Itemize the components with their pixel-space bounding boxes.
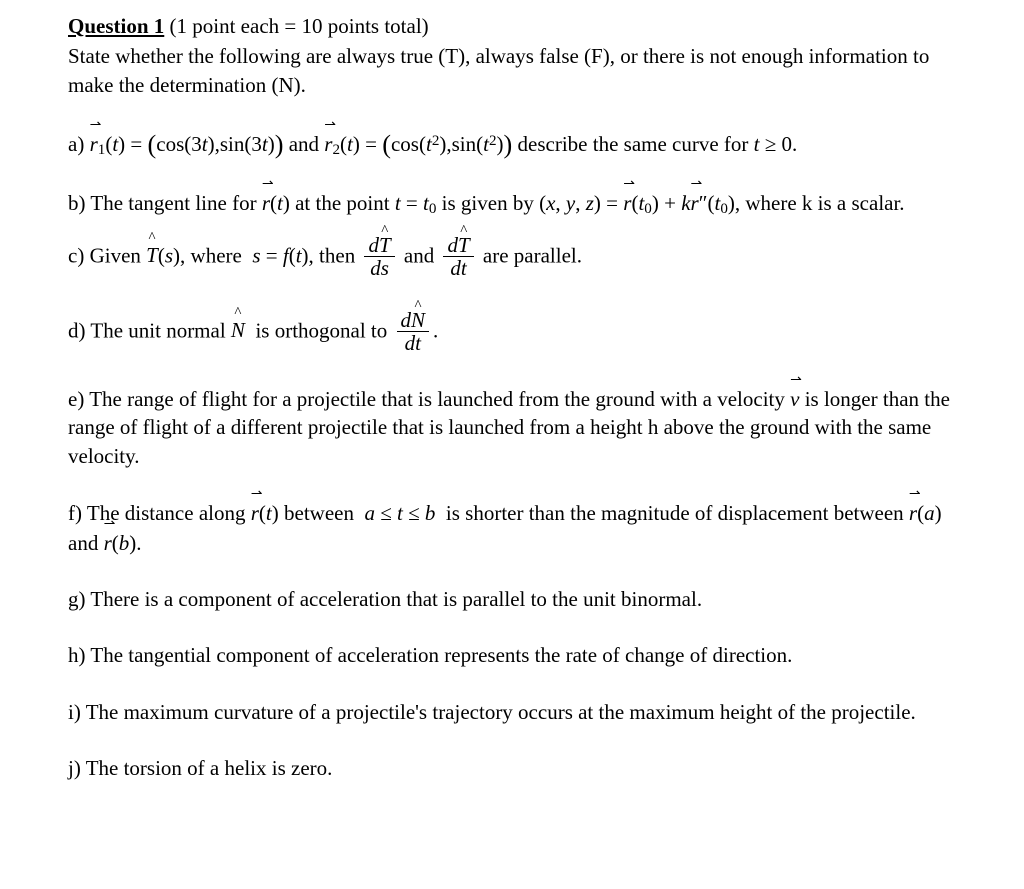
question-points: (1 point each = 10 points total) — [170, 14, 429, 38]
part-h-text: The tangential component of acceleration… — [90, 643, 792, 667]
part-b: b) The tangent line for ⇀r(t) at the poi… — [68, 188, 966, 219]
instructions: State whether the following are always t… — [68, 42, 966, 99]
part-b-label: b) — [68, 191, 86, 215]
part-d: d) The unit normal ^N is orthogonal to d… — [68, 309, 966, 356]
part-d-label: d) — [68, 318, 86, 342]
part-h: h) The tangential component of accelerat… — [68, 641, 966, 669]
part-b-tail: , where k is a scalar. — [735, 191, 905, 215]
part-j: j) The torsion of a helix is zero. — [68, 754, 966, 782]
title-line: Question 1 (1 point each = 10 points tot… — [68, 12, 966, 40]
part-a-mid2: describe the same curve for — [518, 132, 754, 156]
part-a-label: a) — [68, 132, 84, 156]
part-j-label: j) — [68, 756, 81, 780]
part-c-label: c) — [68, 243, 84, 267]
part-c-end: are parallel. — [483, 243, 582, 267]
part-g: g) There is a component of acceleration … — [68, 585, 966, 613]
part-a-mid1: and — [289, 132, 325, 156]
part-c: c) Given ^T(s), where s = f(t), then d^T… — [68, 234, 966, 281]
question-label: Question 1 — [68, 14, 164, 38]
part-g-text: There is a component of acceleration tha… — [90, 587, 702, 611]
part-f-label: f) — [68, 501, 82, 525]
part-e: e) The range of flight for a projectile … — [68, 384, 966, 470]
part-i-label: i) — [68, 700, 81, 724]
part-i: i) The maximum curvature of a projectile… — [68, 698, 966, 726]
part-h-label: h) — [68, 643, 86, 667]
part-a: a) ⇀r1(t) = (cos(3t),sin(3t)) and ⇀r2(t)… — [68, 129, 966, 160]
part-d-end: . — [433, 318, 438, 342]
part-f: f) The distance along ⇀r(t) between a ≤ … — [68, 498, 966, 557]
part-e-label: e) — [68, 387, 84, 411]
part-i-text: The maximum curvature of a projectile's … — [86, 700, 916, 724]
part-a-tail: . — [792, 132, 797, 156]
part-g-label: g) — [68, 587, 86, 611]
part-j-text: The torsion of a helix is zero. — [86, 756, 333, 780]
part-e-text: is longer than the range of flight of a … — [68, 387, 950, 468]
